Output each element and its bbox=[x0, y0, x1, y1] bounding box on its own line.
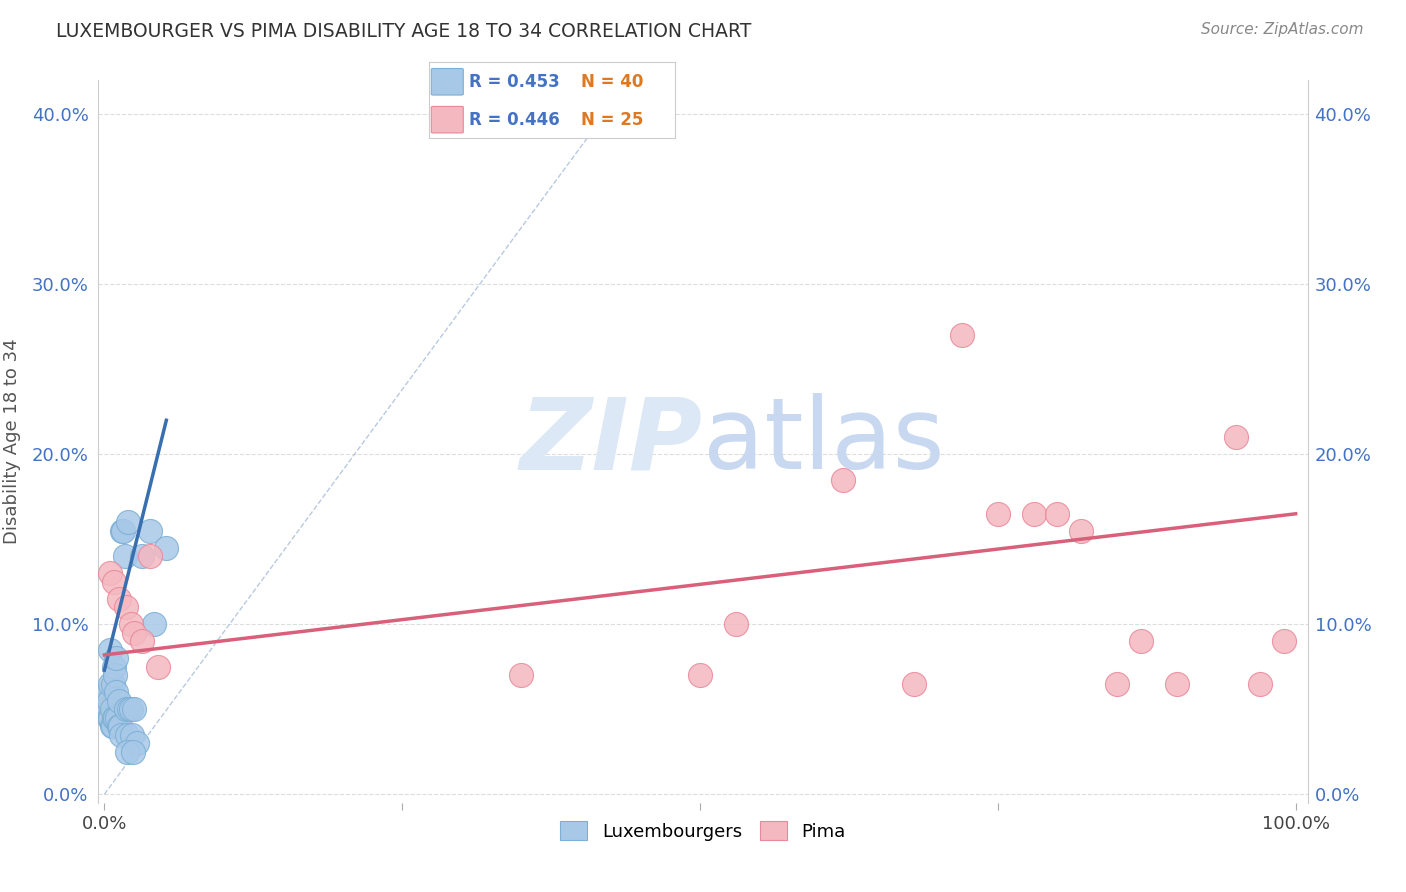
Y-axis label: Disability Age 18 to 34: Disability Age 18 to 34 bbox=[3, 339, 21, 544]
Point bbox=[100, 702, 122, 716]
Point bbox=[903, 677, 925, 691]
Point bbox=[1022, 507, 1045, 521]
Point bbox=[103, 574, 125, 589]
Text: N = 25: N = 25 bbox=[582, 111, 644, 128]
Point bbox=[1225, 430, 1247, 444]
Point bbox=[104, 711, 127, 725]
Point bbox=[146, 660, 169, 674]
Point bbox=[138, 524, 160, 538]
Point bbox=[1272, 634, 1295, 648]
Point bbox=[98, 711, 121, 725]
Point bbox=[101, 677, 124, 691]
Point bbox=[107, 719, 129, 733]
Point bbox=[1105, 677, 1128, 691]
Point bbox=[98, 677, 121, 691]
Point bbox=[114, 702, 136, 716]
Point bbox=[121, 728, 143, 742]
Point bbox=[143, 617, 166, 632]
Text: R = 0.453: R = 0.453 bbox=[470, 73, 560, 91]
Point bbox=[100, 719, 122, 733]
Point bbox=[105, 685, 128, 699]
Point bbox=[120, 617, 142, 632]
Point bbox=[138, 549, 160, 564]
Point bbox=[107, 711, 129, 725]
Text: LUXEMBOURGER VS PIMA DISABILITY AGE 18 TO 34 CORRELATION CHART: LUXEMBOURGER VS PIMA DISABILITY AGE 18 T… bbox=[56, 22, 752, 41]
Point bbox=[510, 668, 533, 682]
Point bbox=[112, 524, 135, 538]
Point bbox=[107, 694, 129, 708]
Legend: Luxembourgers, Pima: Luxembourgers, Pima bbox=[553, 814, 853, 848]
Point bbox=[96, 694, 118, 708]
Point bbox=[1166, 677, 1188, 691]
Text: ZIP: ZIP bbox=[520, 393, 703, 490]
Point bbox=[107, 591, 129, 606]
Point bbox=[1070, 524, 1092, 538]
Point bbox=[104, 668, 127, 682]
Point bbox=[689, 668, 711, 682]
Point bbox=[131, 549, 153, 564]
Point bbox=[155, 541, 177, 555]
Point bbox=[105, 651, 128, 665]
Point bbox=[115, 745, 138, 759]
Point bbox=[1046, 507, 1069, 521]
FancyBboxPatch shape bbox=[432, 106, 464, 133]
Point bbox=[987, 507, 1010, 521]
Point bbox=[832, 473, 855, 487]
Point bbox=[98, 566, 121, 581]
Point bbox=[1129, 634, 1152, 648]
Point bbox=[131, 634, 153, 648]
Point bbox=[122, 702, 145, 716]
Text: atlas: atlas bbox=[703, 393, 945, 490]
Point bbox=[950, 328, 973, 343]
Text: R = 0.446: R = 0.446 bbox=[470, 111, 560, 128]
Text: Source: ZipAtlas.com: Source: ZipAtlas.com bbox=[1201, 22, 1364, 37]
FancyBboxPatch shape bbox=[432, 69, 464, 95]
Point bbox=[117, 516, 139, 530]
Point bbox=[97, 685, 120, 699]
Point bbox=[111, 524, 134, 538]
Point bbox=[98, 711, 121, 725]
Point bbox=[98, 694, 121, 708]
Point bbox=[1249, 677, 1271, 691]
Point bbox=[103, 711, 125, 725]
Point bbox=[103, 660, 125, 674]
Point bbox=[114, 600, 136, 615]
Point bbox=[110, 728, 132, 742]
Point bbox=[101, 719, 124, 733]
Point bbox=[97, 702, 120, 716]
Point bbox=[98, 642, 121, 657]
Text: N = 40: N = 40 bbox=[582, 73, 644, 91]
Point bbox=[122, 745, 145, 759]
Point bbox=[120, 702, 142, 716]
Point bbox=[114, 549, 136, 564]
Point bbox=[125, 736, 148, 750]
Point bbox=[118, 702, 141, 716]
Point bbox=[724, 617, 747, 632]
Point bbox=[115, 728, 138, 742]
Point bbox=[122, 625, 145, 640]
Point bbox=[108, 719, 131, 733]
